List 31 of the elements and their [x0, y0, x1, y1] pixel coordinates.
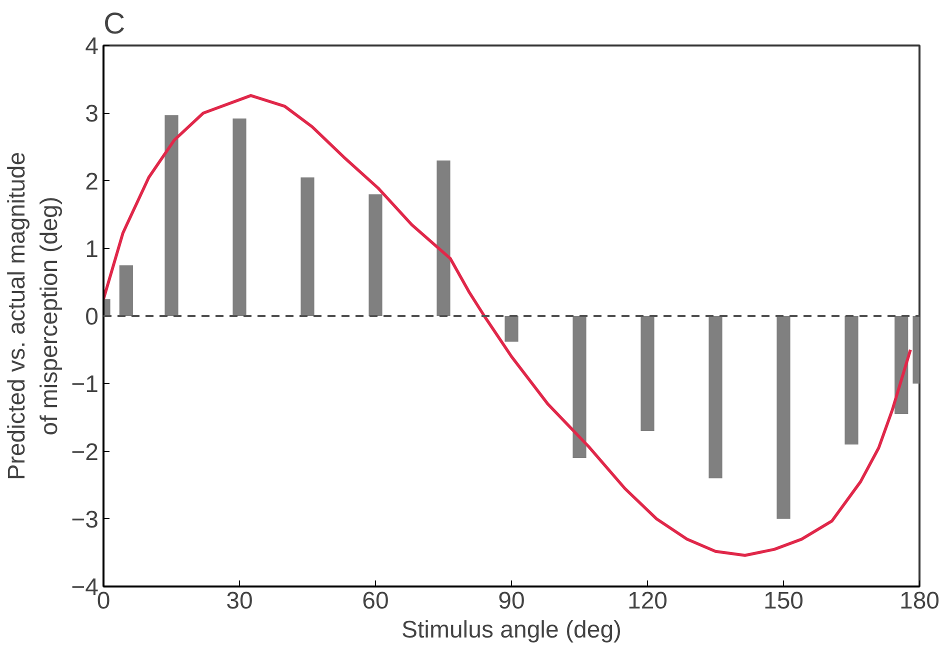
- bar: [368, 194, 382, 316]
- x-tick-label: 180: [899, 588, 940, 614]
- bar: [119, 265, 133, 316]
- bar: [708, 316, 722, 478]
- bar: [300, 177, 314, 316]
- bar: [572, 316, 586, 458]
- y-tick-label: −2: [71, 438, 99, 466]
- y-tick-label: 3: [85, 100, 99, 128]
- y-tick-label: 2: [85, 168, 99, 196]
- y-tick-label: −4: [71, 574, 99, 601]
- y-tick-label: 1: [85, 236, 99, 263]
- bar: [640, 316, 654, 431]
- bar: [776, 316, 790, 519]
- x-tick-label: 60: [362, 588, 389, 614]
- y-tick-label: 0: [85, 304, 99, 330]
- bar: [232, 118, 246, 316]
- bar: [844, 316, 858, 444]
- x-axis-title: Stimulus angle (deg): [401, 616, 622, 644]
- y-tick-label: 4: [85, 33, 99, 60]
- y-tick-label: −1: [71, 371, 99, 398]
- x-tick-label: 30: [226, 588, 253, 614]
- bar: [164, 115, 178, 316]
- y-axis-title: Predicted vs. actual magnitude of misperception (deg): [4, 152, 64, 480]
- x-tick-label: 150: [763, 588, 804, 614]
- chart-title: C: [104, 8, 126, 40]
- x-tick-label: 120: [627, 588, 668, 614]
- x-tick-label: 90: [498, 588, 525, 614]
- y-tick-label: −3: [71, 506, 99, 534]
- line-series: [104, 94, 912, 557]
- bar: [504, 316, 518, 342]
- bar: [436, 160, 450, 316]
